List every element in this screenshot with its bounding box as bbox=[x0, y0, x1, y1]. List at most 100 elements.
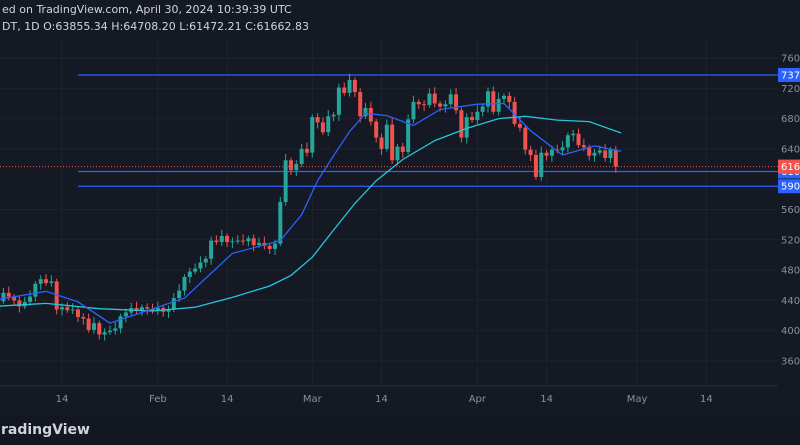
candle-body bbox=[501, 95, 506, 99]
candle bbox=[198, 256, 203, 273]
time-tick-label: May bbox=[627, 394, 648, 405]
candle bbox=[182, 274, 187, 296]
candle bbox=[118, 313, 123, 334]
candle-body bbox=[597, 150, 602, 153]
candle-body bbox=[251, 238, 256, 246]
price-tick-label: 64000 bbox=[781, 144, 800, 155]
candle bbox=[1, 287, 6, 304]
candle bbox=[145, 303, 150, 315]
candle-body bbox=[113, 328, 118, 331]
candle bbox=[539, 146, 544, 181]
price-tick-label: 56000 bbox=[781, 205, 800, 216]
candle-body bbox=[198, 262, 203, 269]
candle bbox=[134, 301, 139, 315]
moving-average-fast bbox=[0, 102, 622, 324]
candle-body bbox=[480, 106, 485, 112]
candle-body bbox=[352, 79, 357, 93]
candle bbox=[294, 160, 299, 177]
candle bbox=[38, 275, 43, 290]
candle-body bbox=[411, 101, 416, 120]
candle bbox=[533, 149, 538, 180]
candle bbox=[326, 110, 331, 137]
candle bbox=[422, 100, 427, 112]
candle-body bbox=[81, 317, 86, 319]
price-tick-label: 48000 bbox=[781, 266, 800, 277]
candle-body bbox=[155, 307, 160, 312]
candle-body bbox=[347, 79, 352, 93]
candle bbox=[390, 118, 395, 165]
candle bbox=[113, 322, 118, 335]
candle bbox=[395, 143, 400, 166]
candle-body bbox=[219, 236, 224, 243]
candle bbox=[443, 100, 448, 113]
candle-body bbox=[257, 242, 262, 246]
candle-body bbox=[123, 312, 128, 317]
candle bbox=[230, 237, 235, 249]
candle-body bbox=[512, 101, 517, 124]
candle-body bbox=[336, 87, 341, 115]
last-price-text: 6166 bbox=[781, 162, 800, 173]
candle bbox=[70, 303, 75, 315]
candle-body bbox=[304, 148, 309, 153]
candle bbox=[81, 313, 86, 325]
candle-body bbox=[86, 318, 91, 330]
candle bbox=[203, 256, 208, 268]
candle bbox=[187, 267, 192, 283]
snapshot-caption: ed on TradingView.com, April 30, 2024 10… bbox=[2, 3, 292, 16]
level-price-box: 5907 bbox=[778, 179, 800, 194]
price-tick-label: 44000 bbox=[781, 296, 800, 307]
candle-body bbox=[288, 160, 293, 171]
candle bbox=[549, 145, 554, 162]
candle-body bbox=[299, 148, 304, 165]
candle-body bbox=[310, 117, 315, 153]
moving-average-slow bbox=[0, 115, 622, 312]
candle bbox=[102, 328, 107, 341]
candle bbox=[565, 132, 570, 153]
candle-body bbox=[368, 107, 373, 122]
candle-body bbox=[214, 240, 219, 243]
candle-body bbox=[139, 307, 144, 312]
candles bbox=[0, 73, 618, 341]
candle-body bbox=[60, 307, 64, 310]
time-tick-label: 14 bbox=[375, 394, 388, 405]
price-axis[interactable]: 76000 72000 68000 64000 56000 52000 48000 44000… bbox=[781, 54, 800, 368]
price-tick-label: 76000 bbox=[781, 54, 800, 65]
price-tick-label: 40000 bbox=[781, 326, 800, 337]
candle-body bbox=[118, 316, 123, 329]
candle bbox=[475, 105, 480, 124]
time-axis[interactable]: 14 Feb 14 Mar 14 Apr 14 May 14 bbox=[56, 394, 713, 405]
candle bbox=[336, 83, 341, 121]
candle-body bbox=[12, 296, 17, 301]
candle bbox=[448, 89, 453, 107]
candle-body bbox=[448, 94, 453, 105]
support-resistance-levels bbox=[78, 74, 778, 187]
candle-body bbox=[571, 133, 576, 136]
candle-body bbox=[230, 241, 235, 243]
candle bbox=[155, 301, 160, 315]
candle-body bbox=[374, 121, 379, 138]
candle bbox=[427, 88, 432, 108]
candle-body bbox=[177, 290, 182, 299]
candle-body bbox=[363, 107, 368, 117]
candle-body bbox=[464, 117, 469, 138]
candle bbox=[347, 73, 352, 97]
candle-body bbox=[166, 309, 171, 312]
candle-body bbox=[315, 117, 320, 123]
candle bbox=[358, 88, 363, 123]
logo-text: radingView bbox=[1, 422, 90, 438]
level-price-text: 5907 bbox=[781, 182, 800, 193]
candle bbox=[523, 125, 528, 155]
candle-body bbox=[379, 137, 384, 149]
time-axis-background bbox=[0, 386, 800, 414]
candle bbox=[406, 114, 411, 155]
candle bbox=[44, 274, 49, 286]
candle-body bbox=[470, 117, 475, 121]
candle bbox=[209, 236, 214, 265]
candle bbox=[459, 107, 464, 143]
candle-body bbox=[507, 95, 512, 102]
tradingview-logo[interactable]: radingView bbox=[1, 422, 90, 438]
candle-body bbox=[102, 332, 107, 335]
candle-body bbox=[475, 111, 480, 121]
candle-body bbox=[496, 98, 501, 112]
